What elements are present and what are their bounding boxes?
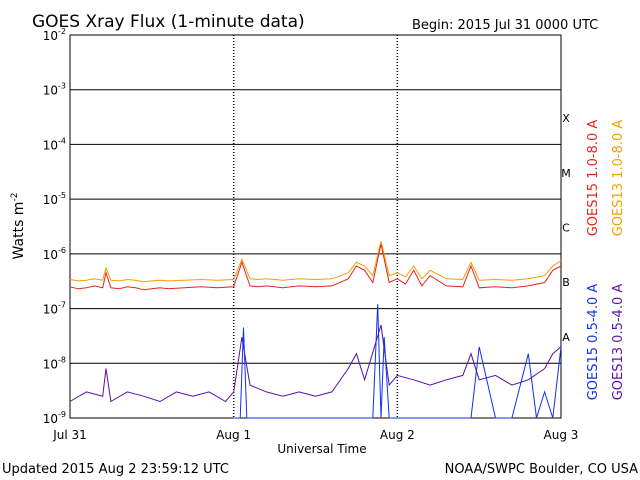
y-tick-labels: 10-9 10-8 10-7 10-6 10-5 10-4 10-3 10-2 [43, 27, 66, 426]
y-axis-label: Watts m-2 [10, 193, 27, 260]
begin-label: Begin: 2015 Jul 31 0000 UTC [412, 18, 598, 33]
y-tick-label: 10-6 [43, 246, 66, 262]
x-tick-label: Aug 3 [544, 428, 579, 442]
y-tick-label: 10-3 [43, 82, 66, 98]
x-axis-label: Universal Time [277, 442, 366, 456]
chart-title: GOES Xray Flux (1-minute data) [32, 12, 305, 32]
y-tick-label: 10-8 [43, 355, 66, 371]
flare-class-label: B [562, 276, 570, 289]
flare-class-labels: A B C M X [561, 112, 571, 344]
x-tick-label: Jul 31 [52, 428, 87, 442]
y-axis-label-text: Watts m [11, 202, 27, 260]
updated-label: Updated 2015 Aug 2 23:59:12 UTC [2, 462, 229, 477]
legend-entry: GOES15 1.0-8.0 A [586, 120, 601, 237]
legend-entry: GOES13 0.5-4.0 A [611, 284, 626, 401]
series-line [69, 241, 562, 283]
series-layer [69, 241, 562, 419]
y-axis-label-superscript: -2 [10, 193, 20, 202]
series-line [69, 244, 562, 291]
y-tick-label: 10-2 [43, 27, 66, 43]
y-tick-label: 10-7 [43, 301, 66, 317]
x-tick-labels: Jul 31 Aug 1 Aug 2 Aug 3 [52, 428, 578, 442]
flare-class-label: M [561, 167, 571, 180]
y-tick-label: 10-9 [43, 410, 66, 426]
x-tick-label: Aug 1 [216, 428, 251, 442]
legend: GOES15 1.0-8.0 A GOES13 1.0-8.0 A GOES15 0… [586, 120, 626, 401]
flare-class-label: A [562, 331, 570, 344]
flare-class-label: C [562, 222, 570, 235]
series-line [233, 304, 562, 419]
series-line [69, 324, 562, 403]
svg-text:Watts m-2: Watts m-2 [10, 193, 27, 260]
y-tick-label: 10-5 [43, 191, 66, 207]
y-tick-label: 10-4 [43, 136, 66, 152]
legend-entry: GOES15 0.5-4.0 A [586, 284, 601, 401]
credit-label: NOAA/SWPC Boulder, CO USA [445, 462, 638, 477]
grid-lines [70, 35, 561, 418]
plot-frame [69, 34, 562, 419]
legend-entry: GOES13 1.0-8.0 A [611, 120, 626, 237]
x-tick-label: Aug 2 [380, 428, 415, 442]
flare-class-label: X [562, 112, 570, 125]
